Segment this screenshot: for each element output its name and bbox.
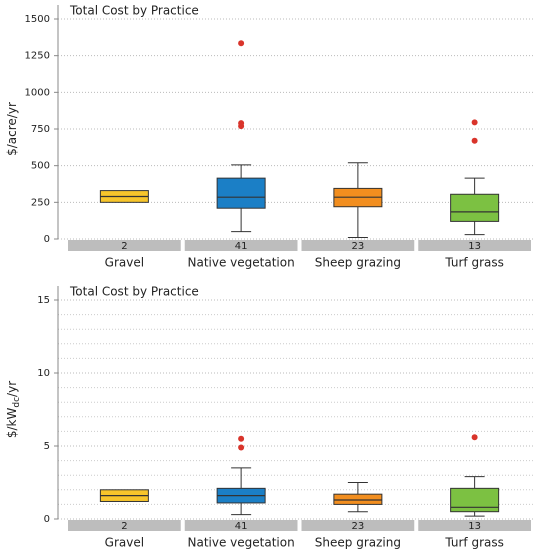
count-bar bbox=[184, 520, 298, 531]
y-tick-label: 0 bbox=[44, 234, 50, 245]
box bbox=[450, 487, 500, 513]
y-tick-label: 1500 bbox=[25, 14, 50, 25]
outlier bbox=[471, 137, 478, 144]
outlier bbox=[471, 119, 478, 126]
outlier bbox=[238, 120, 245, 127]
count-bar bbox=[301, 240, 415, 251]
outlier bbox=[238, 40, 245, 47]
x-tick-label: Turf grass bbox=[444, 536, 504, 550]
y-tick-label: 1250 bbox=[25, 51, 50, 62]
x-tick-label: Native vegetation bbox=[188, 256, 295, 270]
y-axis-label-part: $/acre/yr bbox=[5, 102, 19, 156]
x-tick-label: Turf grass bbox=[444, 256, 504, 270]
y-axis-label-part: /yr bbox=[5, 381, 19, 397]
count-label: 41 bbox=[235, 241, 248, 252]
y-tick-label: 750 bbox=[31, 124, 50, 135]
chart-title: Total Cost by Practice bbox=[69, 285, 199, 299]
count-bar bbox=[184, 240, 298, 251]
y-axis-label: $/kWdc/yr bbox=[5, 381, 22, 438]
outlier bbox=[471, 434, 478, 441]
x-tick-label: Gravel bbox=[105, 536, 144, 550]
box bbox=[216, 177, 266, 209]
count-bar bbox=[68, 240, 181, 251]
y-axis-label-part: $/kW bbox=[5, 407, 19, 438]
count-label: 13 bbox=[468, 241, 481, 252]
y-axis-label: $/acre/yr bbox=[5, 102, 19, 156]
count-label: 41 bbox=[235, 521, 248, 532]
x-tick-label: Gravel bbox=[105, 256, 144, 270]
count-label: 23 bbox=[352, 241, 365, 252]
x-tick-label: Sheep grazing bbox=[315, 256, 401, 270]
count-bar bbox=[418, 520, 531, 531]
y-tick-label: 500 bbox=[31, 161, 50, 172]
count-bar bbox=[68, 520, 181, 531]
count-label: 2 bbox=[121, 241, 127, 252]
y-axis-label-part: dc bbox=[12, 397, 22, 408]
outlier bbox=[238, 444, 245, 451]
y-tick-label: 10 bbox=[37, 368, 50, 379]
chart-title: Total Cost by Practice bbox=[69, 4, 199, 18]
box bbox=[450, 193, 500, 222]
count-label: 2 bbox=[121, 521, 127, 532]
count-bar bbox=[418, 240, 531, 251]
y-tick-label: 15 bbox=[37, 295, 50, 306]
outlier bbox=[238, 435, 245, 442]
y-tick-label: 5 bbox=[44, 441, 50, 452]
count-label: 13 bbox=[468, 521, 481, 532]
y-tick-label: 0 bbox=[44, 514, 50, 525]
box bbox=[333, 493, 383, 505]
x-tick-label: Sheep grazing bbox=[315, 536, 401, 550]
y-tick-label: 250 bbox=[31, 197, 50, 208]
count-bar bbox=[301, 520, 415, 531]
y-tick-label: 1000 bbox=[25, 87, 50, 98]
x-tick-label: Native vegetation bbox=[188, 536, 295, 550]
count-label: 23 bbox=[352, 521, 365, 532]
